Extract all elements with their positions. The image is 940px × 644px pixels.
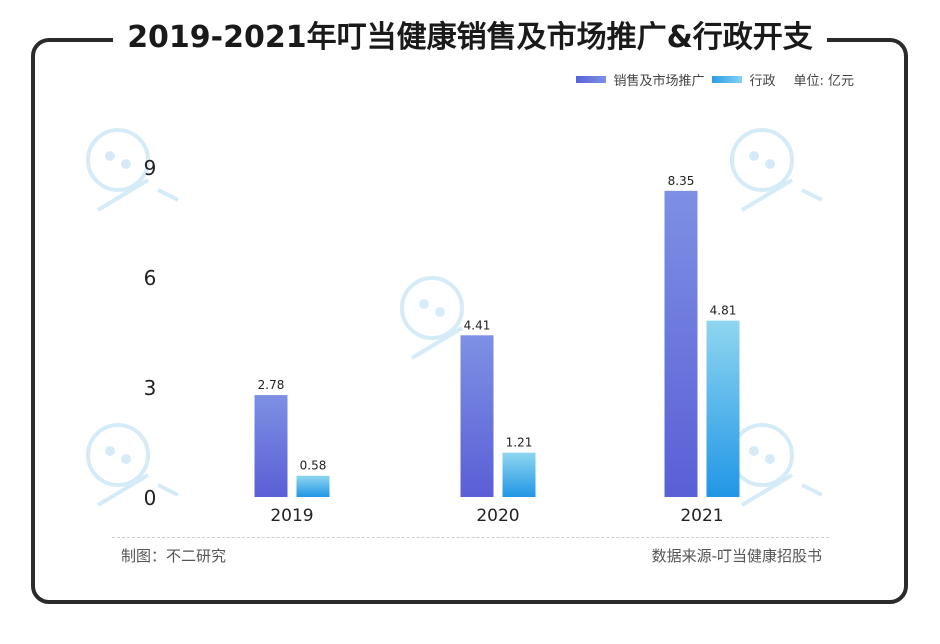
watermark-logo-icon [86,423,179,507]
data-label: 1.21 [506,436,533,450]
bar-admin-2019 [296,475,330,497]
y-tick-label: 0 [144,486,157,510]
y-tick-label: 3 [144,376,157,400]
data-label: 4.81 [710,304,737,318]
bar-sales-2019 [254,395,288,497]
legend-item-admin: 行政 [712,70,775,89]
y-tick-label: 6 [144,266,157,290]
bar-sales-2020 [460,335,494,497]
bar-admin-2021 [706,320,740,497]
chart-maker-credit: 制图：不二研究 [121,547,227,565]
legend-swatch-sales [576,76,607,83]
unit-label: 单位: 亿元 [793,74,854,89]
legend-label-admin: 行政 [749,74,776,89]
legend-label-sales: 销售及市场推广 [613,74,705,89]
data-label: 0.58 [300,459,327,473]
watermark-logo-icon [730,128,823,212]
data-label: 8.35 [668,174,695,188]
data-label: 4.41 [464,318,491,332]
data-label: 2.78 [258,378,285,392]
x-tick-label: 2020 [476,506,519,526]
x-tick-label: 2019 [270,506,313,526]
bar-admin-2020 [502,452,536,497]
legend-item-sales: 销售及市场推广 [576,70,704,89]
data-source-credit: 数据来源-叮当健康招股书 [651,547,822,565]
legend-swatch-admin [712,76,743,83]
x-tick-label: 2021 [680,506,723,526]
legend: 销售及市场推广 行政 单位: 亿元 [576,70,854,89]
chart-title: 2019-2021年叮当健康销售及市场推广&行政开支 [0,14,940,62]
footer-divider [112,537,829,538]
y-tick-label: 9 [144,156,157,180]
watermark-logo-icon [86,128,179,212]
bar-sales-2021 [664,190,698,498]
